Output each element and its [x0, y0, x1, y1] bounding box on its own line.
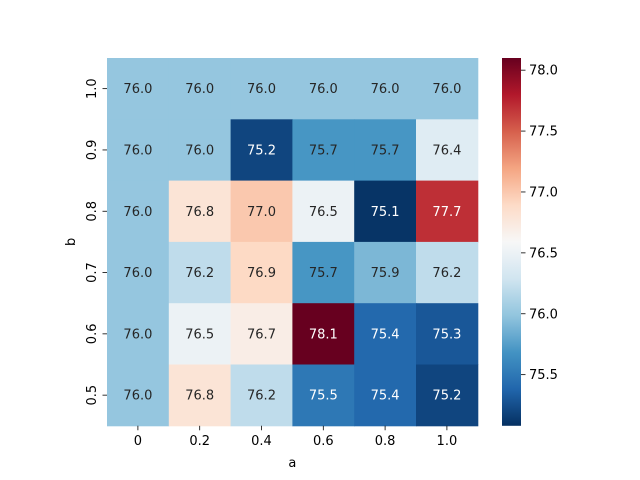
y-axis-label: b — [64, 238, 79, 246]
heatmap-cell-r3-c2 — [230, 241, 293, 304]
heatmap-cell-r3-c4 — [354, 241, 417, 304]
y-tick-label-0: 1.0 — [85, 78, 100, 99]
cell-value-label-r0-c3: 76.0 — [309, 82, 338, 97]
heatmap-cell-r5-c4 — [354, 364, 417, 427]
cell-value-label-r4-c5: 75.3 — [432, 327, 461, 342]
heatmap-cell-r0-c5 — [416, 58, 479, 120]
heatmap-cell-r2-c0 — [107, 180, 170, 243]
cell-value-label-r5-c2: 76.2 — [247, 389, 276, 404]
cell-value-label-r3-c4: 75.9 — [371, 266, 400, 281]
cell-value-label-r5-c5: 75.2 — [432, 389, 461, 404]
x-tick-label-1: 0.2 — [189, 434, 210, 449]
heatmap-cell-r0-c3 — [292, 58, 355, 120]
heatmap-cell-r1-c3 — [292, 119, 355, 182]
cell-value-label-r3-c1: 76.2 — [185, 266, 214, 281]
colorbar-gradient — [502, 58, 521, 426]
cell-value-label-r1-c4: 75.7 — [371, 143, 400, 158]
heatmap-cell-r0-c0 — [107, 58, 170, 120]
cell-value-label-r1-c3: 75.7 — [309, 143, 338, 158]
cell-value-label-r2-c4: 75.1 — [371, 205, 400, 220]
heatmap-cell-r5-c0 — [107, 364, 170, 427]
cell-value-label-r3-c0: 76.0 — [123, 266, 152, 281]
heatmap-cell-r4-c2 — [230, 303, 293, 365]
cell-value-label-r4-c1: 76.5 — [185, 327, 214, 342]
heatmap-cell-r5-c2 — [230, 364, 293, 427]
cell-value-label-r0-c4: 76.0 — [371, 82, 400, 97]
x-tick-label-2: 0.4 — [251, 434, 272, 449]
heatmap-cell-r2-c4 — [354, 180, 417, 243]
cell-value-label-r0-c0: 76.0 — [123, 82, 152, 97]
colorbar-tick-label-5: 78.0 — [529, 64, 558, 79]
y-axis-ticks: 1.0 0.9 0.8 0.7 0.6 0.5 — [85, 78, 107, 405]
heatmap-cell-r4-c1 — [168, 303, 232, 365]
cell-value-label-r0-c1: 76.0 — [185, 82, 214, 97]
cell-value-label-r1-c2: 75.2 — [247, 143, 276, 158]
x-tick-label-3: 0.6 — [313, 434, 334, 449]
cell-value-label-r2-c5: 77.7 — [432, 205, 461, 220]
cell-value-label-r5-c4: 75.4 — [371, 389, 400, 404]
y-tick-label-1: 0.9 — [85, 140, 100, 161]
cell-value-label-r1-c1: 76.0 — [185, 143, 214, 158]
cell-value-label-r4-c2: 76.7 — [247, 327, 276, 342]
heatmap-cell-r4-c0 — [107, 303, 170, 365]
x-tick-label-0: 0 — [134, 434, 142, 449]
colorbar: 75.5 76.0 76.5 77.0 77.5 78.0 — [502, 58, 558, 426]
cell-value-label-r3-c5: 76.2 — [432, 266, 461, 281]
colorbar-tick-label-0: 75.5 — [529, 368, 558, 383]
cell-value-label-r2-c3: 76.5 — [309, 205, 338, 220]
cell-value-label-r3-c2: 76.9 — [247, 266, 276, 281]
heatmap-cell-r3-c1 — [168, 241, 232, 304]
heatmap-cells: 76.0 76.0 76.0 76.0 76.0 76.0 76.0 76.0 75.2 75.7… — [107, 58, 479, 427]
x-tick-label-5: 1.0 — [437, 434, 458, 449]
x-axis-label: a — [288, 456, 296, 471]
cell-value-label-r1-c0: 76.0 — [123, 143, 152, 158]
y-tick-label-3: 0.7 — [85, 262, 100, 283]
heatmap-cell-r1-c4 — [354, 119, 417, 182]
cell-value-label-r2-c1: 76.8 — [185, 205, 214, 220]
cell-value-label-r2-c0: 76.0 — [123, 205, 152, 220]
heatmap-cell-r4-c5 — [416, 303, 479, 365]
cell-value-label-r0-c5: 76.0 — [432, 82, 461, 97]
colorbar-tick-label-3: 77.0 — [529, 185, 558, 200]
heatmap-cell-r5-c1 — [168, 364, 232, 427]
cell-value-label-r3-c3: 75.7 — [309, 266, 338, 281]
heatmap-cell-r4-c3 — [292, 303, 355, 365]
heatmap-cell-r3-c3 — [292, 241, 355, 304]
cell-value-label-r4-c3: 78.1 — [309, 327, 338, 342]
heatmap-cell-r3-c0 — [107, 241, 170, 304]
heatmap-cell-r2-c3 — [292, 180, 355, 243]
x-axis-ticks: 0 0.2 0.4 0.6 0.8 1.0 — [134, 425, 458, 449]
colorbar-tick-label-2: 76.5 — [529, 246, 558, 261]
cell-value-label-r5-c0: 76.0 — [123, 389, 152, 404]
heatmap-cell-r3-c5 — [416, 241, 479, 304]
cell-value-label-r2-c2: 77.0 — [247, 205, 276, 220]
heatmap-cell-r0-c1 — [168, 58, 232, 120]
heatmap-cell-r1-c2 — [230, 119, 293, 182]
heatmap-cell-r1-c5 — [416, 119, 479, 182]
cell-value-label-r4-c0: 76.0 — [123, 327, 152, 342]
cell-value-label-r5-c1: 76.8 — [185, 389, 214, 404]
heatmap-cell-r5-c3 — [292, 364, 355, 427]
heatmap-cell-r1-c0 — [107, 119, 170, 182]
heatmap-cell-r2-c1 — [168, 180, 232, 243]
cell-value-label-r0-c2: 76.0 — [247, 82, 276, 97]
colorbar-tick-label-1: 76.0 — [529, 307, 558, 322]
cell-value-label-r1-c5: 76.4 — [432, 143, 461, 158]
y-tick-label-5: 0.5 — [85, 385, 100, 406]
y-tick-label-2: 0.8 — [85, 201, 100, 222]
heatmap-cell-r0-c4 — [354, 58, 417, 120]
heatmap-cell-r5-c5 — [416, 364, 479, 427]
cell-value-label-r5-c3: 75.5 — [309, 389, 338, 404]
heatmap-cell-r1-c1 — [168, 119, 232, 182]
colorbar-tick-label-4: 77.5 — [529, 125, 558, 140]
heatmap-cell-r2-c2 — [230, 180, 293, 243]
heatmap-cell-r2-c5 — [416, 180, 479, 243]
y-tick-label-4: 0.6 — [85, 324, 100, 345]
heatmap-cell-r4-c4 — [354, 303, 417, 365]
cell-value-label-r4-c4: 75.4 — [371, 327, 400, 342]
x-tick-label-4: 0.8 — [375, 434, 396, 449]
heatmap-cell-r0-c2 — [230, 58, 293, 120]
